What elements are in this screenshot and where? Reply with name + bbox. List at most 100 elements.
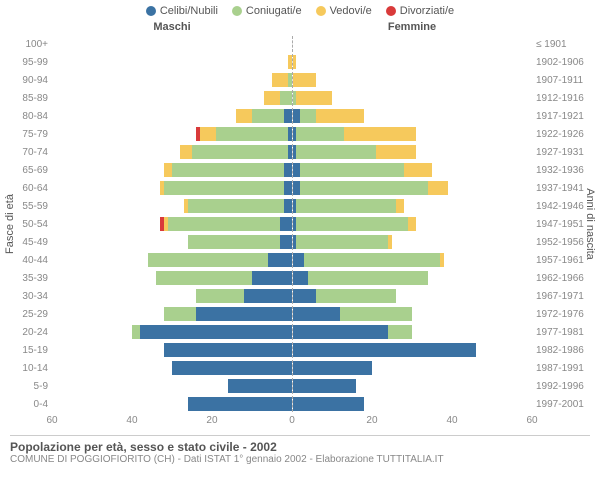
segment (228, 379, 292, 393)
segment (300, 109, 316, 123)
male-side (52, 126, 293, 142)
age-label: 0-4 (10, 399, 52, 410)
bar-female (293, 271, 429, 285)
bar-female (293, 127, 417, 141)
bar-male (164, 343, 292, 357)
segment (296, 217, 408, 231)
age-label: 10-14 (10, 363, 52, 374)
segment (293, 163, 301, 177)
male-side (52, 360, 293, 376)
segment (293, 325, 389, 339)
bar-male (196, 127, 292, 141)
bar-male (132, 325, 292, 339)
chart-headers: Maschi Femmine (10, 21, 590, 33)
age-row: 80-841917-1921 (10, 107, 590, 125)
year-label: 1922-1926 (532, 129, 590, 140)
bar-female (293, 397, 365, 411)
segment (296, 235, 388, 249)
segment (296, 127, 344, 141)
bar-female (293, 307, 413, 321)
segment (172, 163, 284, 177)
year-label: 1942-1946 (532, 201, 590, 212)
legend: Celibi/NubiliConiugati/eVedovi/eDivorzia… (10, 5, 590, 17)
bars-container (52, 396, 532, 412)
segment (172, 361, 292, 375)
year-label: 1962-1966 (532, 273, 590, 284)
female-side (293, 342, 533, 358)
age-label: 85-89 (10, 93, 52, 104)
bar-male (164, 307, 292, 321)
male-side (52, 252, 293, 268)
female-side (293, 216, 533, 232)
segment (268, 253, 292, 267)
bars-container (52, 324, 532, 340)
segment (293, 109, 301, 123)
segment (316, 109, 364, 123)
segment (180, 145, 192, 159)
female-side (293, 378, 533, 394)
chart-footer: Popolazione per età, sesso e stato civil… (10, 435, 590, 465)
age-row: 60-641937-1941 (10, 179, 590, 197)
x-tick: 20 (206, 415, 217, 426)
segment (188, 235, 280, 249)
segment (344, 127, 416, 141)
segment (284, 181, 292, 195)
bar-male (196, 289, 292, 303)
female-side (293, 306, 533, 322)
segment (440, 253, 444, 267)
segment (280, 91, 292, 105)
age-row: 15-191982-1986 (10, 341, 590, 359)
bars-container (52, 162, 532, 178)
bars-container (52, 360, 532, 376)
bars-container (52, 270, 532, 286)
bar-female (293, 109, 365, 123)
year-label: 1992-1996 (532, 381, 590, 392)
segment (293, 55, 297, 69)
male-side (52, 216, 293, 232)
bar-female (293, 253, 445, 267)
female-side (293, 162, 533, 178)
age-row: 45-491952-1956 (10, 233, 590, 251)
age-label: 55-59 (10, 201, 52, 212)
legend-label: Celibi/Nubili (160, 5, 218, 17)
male-side (52, 306, 293, 322)
male-side (52, 270, 293, 286)
age-row: 100+≤ 1901 (10, 35, 590, 53)
segment (196, 289, 244, 303)
legend-label: Divorziati/e (400, 5, 454, 17)
male-side (52, 198, 293, 214)
male-side (52, 36, 293, 52)
female-side (293, 108, 533, 124)
chart-subtitle: COMUNE DI POGGIOFIORITO (CH) - Dati ISTA… (10, 454, 590, 465)
bars-container (52, 108, 532, 124)
population-pyramid-chart: Celibi/NubiliConiugati/eVedovi/eDivorzia… (0, 0, 600, 475)
age-row: 55-59 1942-1946 (10, 197, 590, 215)
age-row: 65-691932-1936 (10, 161, 590, 179)
y-axis-label-left: Fasce di età (4, 194, 16, 254)
year-label: 1932-1936 (532, 165, 590, 176)
bar-male (160, 181, 292, 195)
age-row: 90-941907-1911 (10, 71, 590, 89)
segment (168, 217, 280, 231)
segment (396, 199, 404, 213)
age-row: 50-541947-1951 (10, 215, 590, 233)
age-row: 85-891912-1916 (10, 89, 590, 107)
age-label: 20-24 (10, 327, 52, 338)
segment (284, 109, 292, 123)
segment (293, 289, 317, 303)
female-side (293, 72, 533, 88)
age-row: 40-441957-1961 (10, 251, 590, 269)
bars-container (52, 198, 532, 214)
bar-male (228, 379, 292, 393)
segment (304, 253, 440, 267)
age-label: 25-29 (10, 309, 52, 320)
male-side (52, 144, 293, 160)
male-side (52, 72, 293, 88)
age-label: 5-9 (10, 381, 52, 392)
bars-container (52, 144, 532, 160)
bar-male (160, 217, 292, 231)
female-side (293, 36, 533, 52)
age-row: 5-9 1992-1996 (10, 377, 590, 395)
segment (296, 91, 332, 105)
segment (252, 109, 284, 123)
